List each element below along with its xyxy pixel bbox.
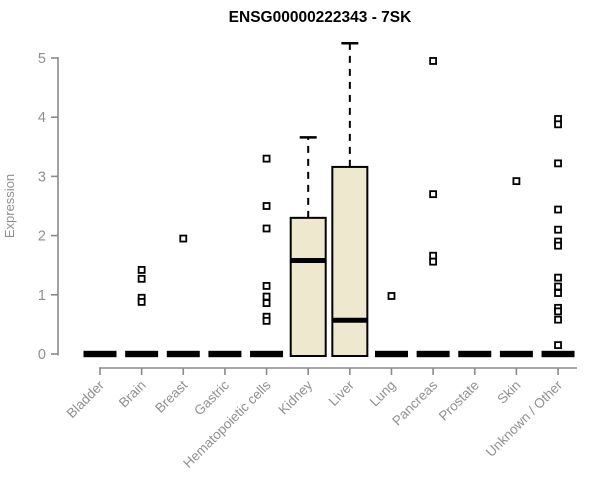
outlier-point — [554, 120, 562, 129]
outlier-point — [262, 224, 271, 233]
outlier-point — [262, 292, 271, 301]
box — [289, 216, 327, 357]
x-tick-label: Breast — [152, 377, 190, 415]
outlier-point — [554, 341, 562, 350]
collapsed-box — [166, 350, 200, 358]
x-tick-label: Pancreas — [389, 377, 440, 428]
box — [331, 165, 369, 357]
collapsed-box — [125, 350, 159, 358]
x-tick-label: Skin — [494, 378, 523, 407]
outlier-point — [429, 57, 438, 65]
collapsed-box — [208, 350, 242, 358]
outlier-point — [262, 299, 271, 307]
outlier-point — [262, 316, 271, 325]
outlier-point — [262, 282, 271, 290]
outlier-point — [137, 274, 146, 283]
outlier-point — [554, 282, 562, 291]
x-tick-label: Unknown / Other — [483, 377, 566, 460]
outlier-point — [554, 205, 562, 214]
outlier-point — [512, 177, 521, 186]
outlier-point — [137, 298, 146, 306]
outlier-point — [179, 234, 188, 243]
x-tick-label: Gastric — [191, 377, 232, 418]
outlier-point — [554, 225, 562, 234]
x-tick-label: Bladder — [64, 377, 108, 421]
outlier-point — [554, 315, 562, 324]
y-tick-label: 0 — [38, 347, 46, 363]
outlier-point — [554, 289, 562, 297]
chart-title: ENSG00000222343 - 7SK — [229, 9, 412, 26]
outlier-point — [262, 202, 271, 210]
y-tick-label: 4 — [38, 110, 46, 126]
collapsed-box — [458, 350, 492, 358]
y-tick-label: 3 — [38, 169, 46, 185]
x-tick-label: Prostate — [436, 378, 482, 424]
x-tick-label: Kidney — [276, 377, 316, 417]
x-tick-label: Liver — [326, 377, 358, 409]
outlier-point — [554, 241, 562, 250]
collapsed-box — [250, 350, 284, 358]
y-tick-label: 1 — [38, 288, 46, 304]
outlier-point — [262, 154, 271, 163]
outlier-point — [137, 266, 146, 274]
collapsed-box — [541, 350, 575, 358]
collapsed-box — [416, 350, 450, 358]
y-tick-label: 2 — [38, 229, 46, 245]
collapsed-box — [83, 350, 117, 358]
outlier-point — [429, 257, 438, 266]
outlier-point — [387, 292, 396, 300]
y-tick-label: 5 — [38, 51, 46, 67]
collapsed-box — [499, 350, 533, 358]
collapsed-box — [374, 350, 408, 358]
outlier-point — [554, 273, 562, 282]
outlier-point — [429, 190, 438, 199]
x-tick-label: Lung — [367, 378, 399, 410]
y-axis-label: Expression — [2, 174, 17, 238]
outlier-point — [554, 307, 562, 316]
outlier-point — [554, 159, 562, 168]
x-tick-label: Brain — [116, 378, 149, 411]
